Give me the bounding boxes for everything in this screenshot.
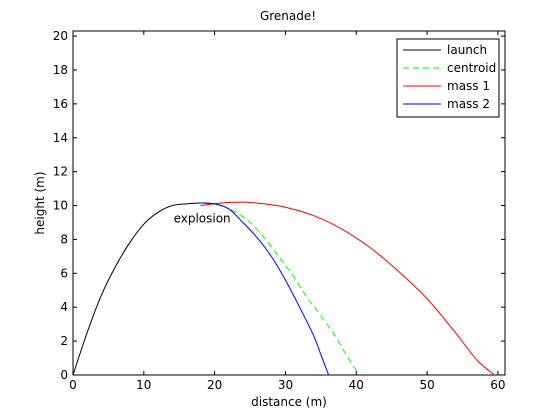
- x-tick-label: 20: [207, 378, 222, 392]
- y-tick-label: 20: [53, 29, 68, 43]
- y-tick-label: 12: [53, 165, 68, 179]
- x-tick-label: 60: [490, 378, 505, 392]
- legend-entry: mass 1: [447, 79, 490, 93]
- legend: launch centroid mass 1 mass 2: [396, 38, 500, 118]
- series-line-mass-2: [200, 202, 330, 376]
- legend-entry: mass 2: [447, 97, 490, 111]
- x-tick-label: 50: [419, 378, 434, 392]
- series-layer: [72, 201, 495, 376]
- annotation-explosion: explosion: [174, 211, 231, 225]
- y-tick-label: 18: [53, 63, 68, 77]
- y-tick-label: 0: [60, 368, 68, 382]
- y-tick-label: 10: [53, 199, 68, 213]
- y-axis-label: height (m): [33, 171, 47, 234]
- y-tick-label: 16: [53, 97, 68, 111]
- y-tick-label: 2: [60, 334, 68, 348]
- axis-ticks: 0 10 20 30 40 50 60 0 2 4 6 8 10 12 14 16 18 20: [53, 29, 506, 392]
- x-tick-label: 0: [69, 378, 77, 392]
- y-tick-label: 14: [53, 131, 68, 145]
- y-tick-label: 8: [60, 232, 68, 246]
- legend-entry: launch: [447, 43, 487, 57]
- x-tick-label: 40: [349, 378, 364, 392]
- legend-entry: centroid: [447, 61, 496, 75]
- chart-title: Grenade!: [260, 9, 316, 23]
- y-tick-label: 6: [60, 266, 68, 280]
- x-tick-label: 30: [278, 378, 293, 392]
- x-tick-label: 10: [136, 378, 151, 392]
- x-axis-label: distance (m): [251, 395, 327, 409]
- series-line-mass-1: [200, 201, 495, 376]
- y-tick-label: 4: [60, 300, 68, 314]
- series-line-centroid: [221, 205, 361, 376]
